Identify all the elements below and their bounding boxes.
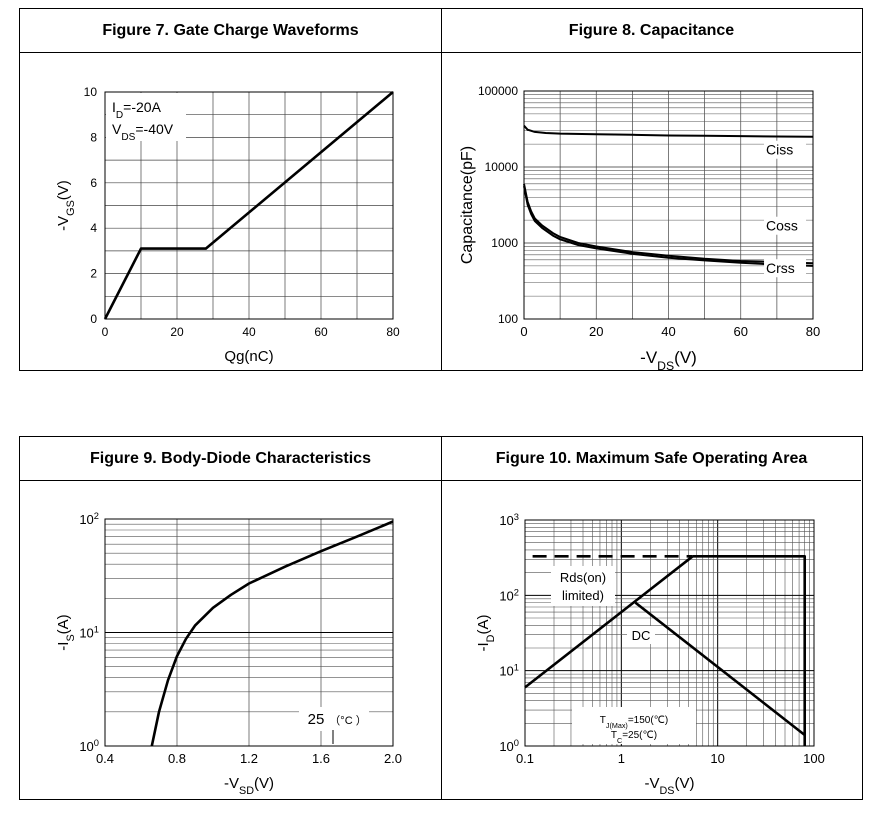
figure-9-cell: Figure 9. Body-Diode Characteristics 0.4… — [20, 437, 442, 799]
coss-curve — [523, 183, 814, 265]
y-tick-label: 100 — [79, 738, 99, 754]
current-limit-line — [692, 555, 807, 746]
y-tick-label: 100 — [498, 312, 518, 326]
y-tick-label: 10000 — [485, 160, 519, 174]
label-background — [764, 259, 807, 278]
y-tick-label: 102 — [79, 511, 99, 527]
figure-9-chart: 0.4 0.8 1.2 1.6 2.0 100 101 102 25 （°C ） -VSD(V) -I… — [55, 511, 402, 797]
x-tick-label: 0.8 — [168, 751, 186, 766]
y-tick-label: 2 — [90, 267, 97, 281]
figure-8-chart: 0 20 40 60 80 100 1000 10000 100000 Ciss Coss Crss -… — [459, 84, 820, 370]
x-tick-label: 60 — [314, 325, 328, 339]
crss-curve — [523, 185, 814, 267]
annotation-temperature: 25 — [308, 711, 325, 728]
x-tick-label: 60 — [734, 324, 748, 339]
y-tick-label: 1000 — [491, 236, 518, 250]
dc-line — [634, 601, 806, 737]
figure-8-title: Figure 8. Capacitance — [442, 9, 861, 53]
x-tick-label: 1 — [618, 751, 625, 766]
y-tick-label: 6 — [90, 176, 97, 190]
x-tick-label: 20 — [589, 324, 603, 339]
annotation-background — [299, 707, 369, 731]
coss-label: Coss — [766, 218, 798, 234]
y-tick-label: 101 — [79, 625, 99, 641]
x-tick-label: 80 — [806, 324, 820, 339]
y-axis-label: -VGS(V) — [55, 180, 77, 231]
figure-9-title: Figure 9. Body-Diode Characteristics — [20, 437, 441, 481]
figure-panel-bottom: Figure 9. Body-Diode Characteristics 0.4… — [19, 436, 863, 800]
x-tick-label: 100 — [803, 751, 825, 766]
vgs-curve — [103, 91, 394, 320]
annotation-unit: （°C ） — [329, 714, 366, 727]
y-tick-label: 100000 — [478, 84, 518, 98]
y-axis-label: -IS(A) — [55, 614, 77, 650]
x-tick-label: 1.2 — [240, 751, 258, 766]
plot-frame — [104, 91, 394, 320]
tj-label: TJ(Max)=150(℃) — [600, 715, 669, 730]
rds-limit-line — [524, 555, 694, 689]
dc-label: DC — [632, 628, 651, 643]
diode-curve — [150, 520, 394, 747]
y-tick-label: 4 — [90, 221, 97, 235]
figure-10-chart: 0.1 1 10 100 100 101 102 103 Rds(on) limited) DC TJ… — [475, 512, 825, 797]
y-axis-label: -ID(A) — [475, 615, 497, 652]
x-tick-label: 1.6 — [312, 751, 330, 766]
figure-7-title: Figure 7. Gate Charge Waveforms — [20, 9, 441, 53]
annotation-background — [106, 93, 186, 141]
x-tick-label: 2.0 — [384, 751, 402, 766]
y-tick-label: 8 — [90, 130, 97, 144]
x-axis-label: -VDS(V) — [640, 348, 697, 370]
rds-label-background — [551, 566, 615, 606]
y-tick-label: 100 — [499, 738, 519, 754]
dc-label-background — [627, 626, 655, 644]
x-tick-label: 0 — [520, 324, 527, 339]
crss-label: Crss — [766, 260, 795, 276]
tc-label: TC=25(℃) — [611, 730, 657, 745]
x-tick-label: 40 — [661, 324, 675, 339]
plot-frame — [104, 518, 394, 747]
x-tick-label: 80 — [386, 325, 400, 339]
y-tick-label: 103 — [499, 512, 519, 528]
x-tick-label: 10 — [710, 751, 724, 766]
rds-label-line2: limited) — [562, 588, 604, 603]
y-tick-label: 102 — [499, 587, 519, 603]
y-axis-label: Capacitance(pF) — [459, 146, 476, 264]
x-tick-label: 0.4 — [96, 751, 114, 766]
label-background — [764, 216, 807, 235]
y-tick-label: 101 — [499, 663, 519, 679]
annotation-id: ID=-20A — [112, 99, 162, 121]
x-tick-label: 0 — [102, 325, 109, 339]
ciss-curve — [523, 125, 814, 138]
label-background — [764, 140, 807, 159]
x-axis-label: -VDS(V) — [645, 775, 695, 797]
annotation-vds: VDS=-40V — [112, 121, 174, 143]
x-tick-label: 40 — [242, 325, 256, 339]
y-tick-label: 0 — [90, 312, 97, 326]
ciss-label: Ciss — [766, 142, 793, 158]
rds-label-line1: Rds(on) — [560, 570, 606, 585]
plot-frame — [523, 90, 814, 320]
figure-panel-top: Figure 7. Gate Charge Waveforms 0 20 40 60 8… — [19, 8, 863, 371]
y-tick-label: 10 — [84, 85, 98, 99]
plot-frame — [524, 519, 815, 747]
figure-10-title: Figure 10. Maximum Safe Operating Area — [442, 437, 861, 481]
x-tick-label: 0.1 — [516, 751, 534, 766]
figure-7-cell: Figure 7. Gate Charge Waveforms 0 20 40 60 8… — [20, 9, 442, 370]
figure-10-cell: Figure 10. Maximum Safe Operating Area 0… — [442, 437, 861, 799]
x-axis-label: Qg(nC) — [224, 348, 273, 365]
x-tick-label: 20 — [170, 325, 184, 339]
temperature-label-background — [572, 707, 696, 744]
figure-8-cell: Figure 8. Capacitance 0 20 40 60 80 100 1000 10… — [442, 9, 861, 370]
x-axis-label: -VSD(V) — [224, 775, 274, 797]
